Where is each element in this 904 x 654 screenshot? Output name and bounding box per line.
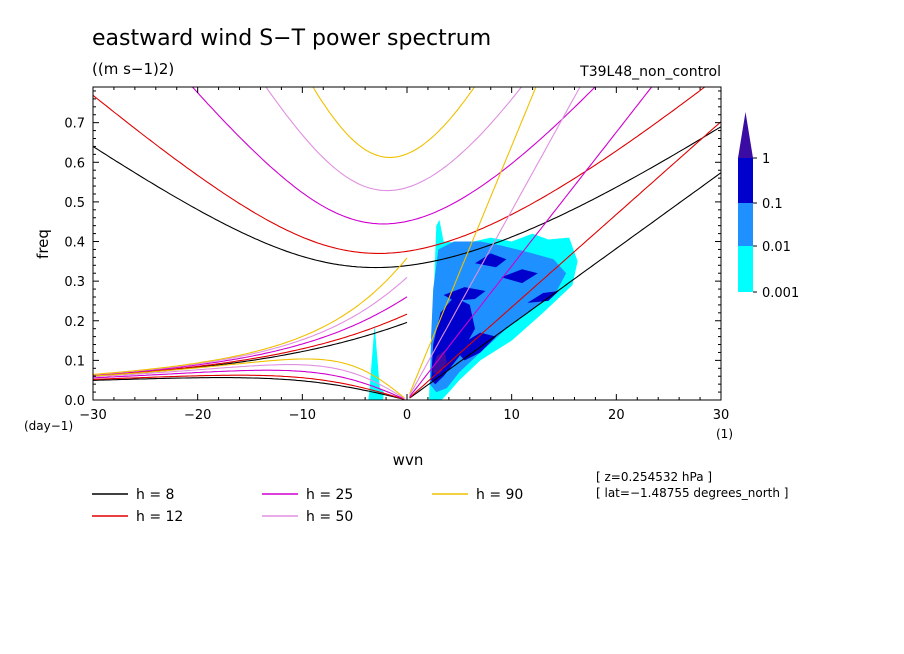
x-tick-label: 10 bbox=[503, 408, 520, 423]
legend-label: h = 8 bbox=[136, 487, 174, 503]
y-tick-label: 0.6 bbox=[64, 156, 85, 171]
y-tick-label: 0.5 bbox=[64, 196, 85, 211]
x-tick-label: −10 bbox=[289, 408, 316, 423]
patch-0.1 bbox=[501, 269, 538, 284]
patch-0.1 bbox=[454, 332, 496, 361]
legend: h = 8 h = 12 h = 25 h = 50 h = 90 bbox=[92, 487, 523, 525]
mrg-curve bbox=[93, 321, 408, 377]
y-axis-label: freq bbox=[34, 229, 52, 259]
kelvin-curve bbox=[409, 87, 581, 396]
kelvin-curve bbox=[409, 172, 721, 399]
power-spectrum-contours bbox=[368, 219, 578, 400]
mrg-curve bbox=[93, 313, 408, 377]
legend-label: h = 50 bbox=[306, 509, 353, 525]
kelvin-curve bbox=[409, 121, 721, 399]
kelvin-curve bbox=[409, 87, 537, 394]
axis-ticks: −30 −20 −10 0 10 20 30 0.0 0.1 0.2 0.3 0.4 0.5 0.6 0.7 bbox=[64, 87, 729, 423]
level-annotation: [ z=0.254532 hPa ] bbox=[596, 470, 712, 484]
legend-label: h = 90 bbox=[476, 487, 523, 503]
mrg-curve bbox=[93, 257, 408, 375]
ig-curve bbox=[93, 126, 721, 269]
mrg-curve bbox=[93, 276, 408, 376]
colorbar: 0.001 0.01 0.1 1 bbox=[738, 112, 799, 301]
y-tick-label: 0.7 bbox=[64, 117, 85, 132]
y-tick-label: 0.3 bbox=[64, 275, 85, 290]
run-label: T39L48_non_control bbox=[579, 64, 721, 80]
colorbar-bin-0.001 bbox=[738, 246, 753, 292]
rossby-curve bbox=[93, 374, 405, 400]
ig-curve bbox=[265, 87, 523, 192]
chart-title: eastward wind S−T power spectrum bbox=[92, 26, 491, 51]
colorbar-bin-0.1 bbox=[738, 158, 753, 203]
x-unit-label: (1) bbox=[716, 427, 733, 441]
latitude-annotation: [ lat=−1.48755 degrees_north ] bbox=[596, 486, 788, 500]
x-tick-label: −30 bbox=[79, 408, 106, 423]
colorbar-bin-1 bbox=[738, 112, 753, 158]
legend-label: h = 25 bbox=[306, 487, 353, 503]
rossby-curve bbox=[93, 369, 405, 400]
x-axis-label: wvn bbox=[393, 451, 424, 469]
plot-frame bbox=[92, 86, 722, 401]
x-tick-label: 20 bbox=[608, 408, 625, 423]
ig-curve bbox=[312, 87, 476, 158]
x-tick-label: −20 bbox=[184, 408, 211, 423]
mrg-curve bbox=[93, 296, 408, 376]
colorbar-bin-0.01 bbox=[738, 203, 753, 246]
colorbar-label: 0.01 bbox=[762, 240, 791, 255]
y-unit-label: (day−1) bbox=[24, 419, 73, 433]
y-tick-label: 0.4 bbox=[64, 236, 85, 251]
rossby-curve bbox=[93, 377, 405, 400]
y-tick-label: 0.2 bbox=[64, 315, 85, 330]
patch-0.1 bbox=[527, 291, 559, 303]
kelvin-curve bbox=[409, 87, 653, 398]
y-tick-label: 0.1 bbox=[64, 354, 85, 369]
colorbar-label: 0.001 bbox=[762, 286, 799, 301]
rossby-curve bbox=[93, 364, 405, 399]
y-tick-label: 0.0 bbox=[64, 394, 85, 409]
dispersion-curves bbox=[93, 87, 721, 400]
x-tick-label: 0 bbox=[403, 408, 411, 423]
x-tick-label: 30 bbox=[713, 408, 730, 423]
westward-spike-0.001 bbox=[368, 324, 384, 400]
colorbar-label: 0.1 bbox=[762, 197, 783, 212]
colorbar-label: 1 bbox=[762, 152, 770, 167]
patch-0.1 bbox=[443, 287, 486, 301]
ig-curve bbox=[93, 87, 706, 254]
core-1 bbox=[432, 350, 447, 375]
legend-label: h = 12 bbox=[136, 509, 183, 525]
rossby-curve bbox=[93, 358, 405, 399]
chart-units: ((m s−1)2) bbox=[92, 60, 174, 78]
